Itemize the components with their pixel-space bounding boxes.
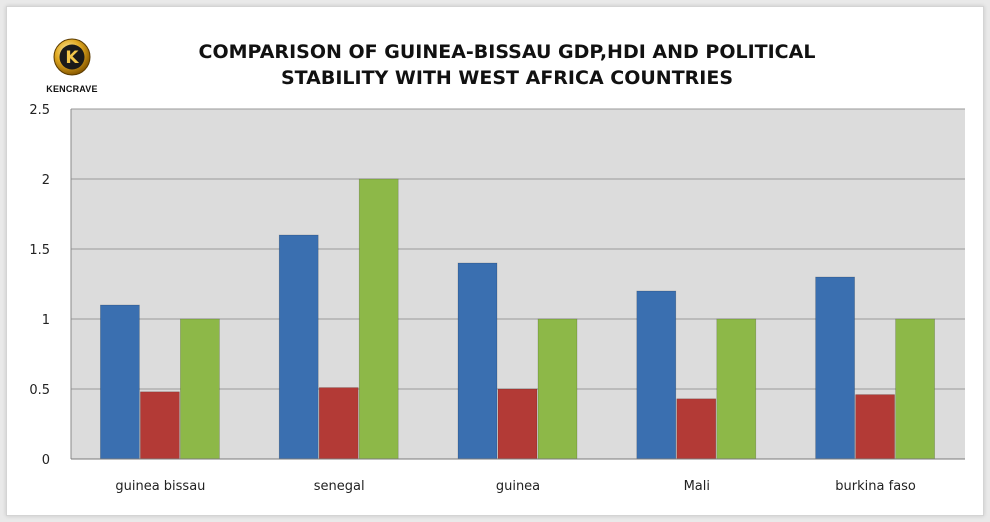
bar [457,262,498,460]
chart-title-line-1: COMPARISON OF GUINEA-BISSAU GDP,HDI AND … [198,41,816,63]
bar [636,290,677,460]
logo-letter: K [65,48,79,68]
chart-frame: K KENCRAVE COMPARISON OF GUINEA-BISSAU G… [6,6,984,516]
bar [318,387,359,460]
logo: K KENCRAVE [37,37,107,94]
x-tick-label: Mali [684,479,710,494]
bar [278,234,319,460]
bar [855,394,895,460]
x-tick-label: guinea bissau [115,479,205,494]
bar [358,178,399,460]
y-tick-label: 1.5 [29,243,50,258]
bar [895,318,935,460]
bar [140,391,180,460]
logo-text: KENCRAVE [46,84,98,94]
bar [676,398,717,460]
y-tick-label: 2.5 [29,103,50,118]
chart-title-line-2: STABILITY WITH WEST AFRICA COUNTRIES [280,67,734,89]
bar [180,318,220,460]
x-tick-label: burkina faso [835,479,916,494]
y-tick-label: 2 [42,173,50,188]
bar [100,304,140,460]
bars [100,178,935,460]
bar-chart: 0 0.5 1 1.5 2 2.5 guinea bissau senegal guinea M… [29,103,965,494]
x-tick-label: senegal [314,479,365,494]
x-tick-label: guinea [496,479,540,494]
bar [716,318,757,460]
y-tick-label: 0.5 [29,383,50,398]
y-tick-label: 1 [42,313,50,328]
y-tick-label: 0 [42,453,50,468]
bar [537,318,578,460]
y-axis-ticks: 0 0.5 1 1.5 2 2.5 [29,103,50,468]
bar [497,388,538,460]
k-emblem-icon: K [53,38,91,76]
x-axis-ticks: guinea bissau senegal guinea Mali burkina fa… [115,479,916,494]
bar [815,276,855,460]
chart-title: COMPARISON OF GUINEA-BISSAU GDP,HDI AND … [127,39,887,91]
